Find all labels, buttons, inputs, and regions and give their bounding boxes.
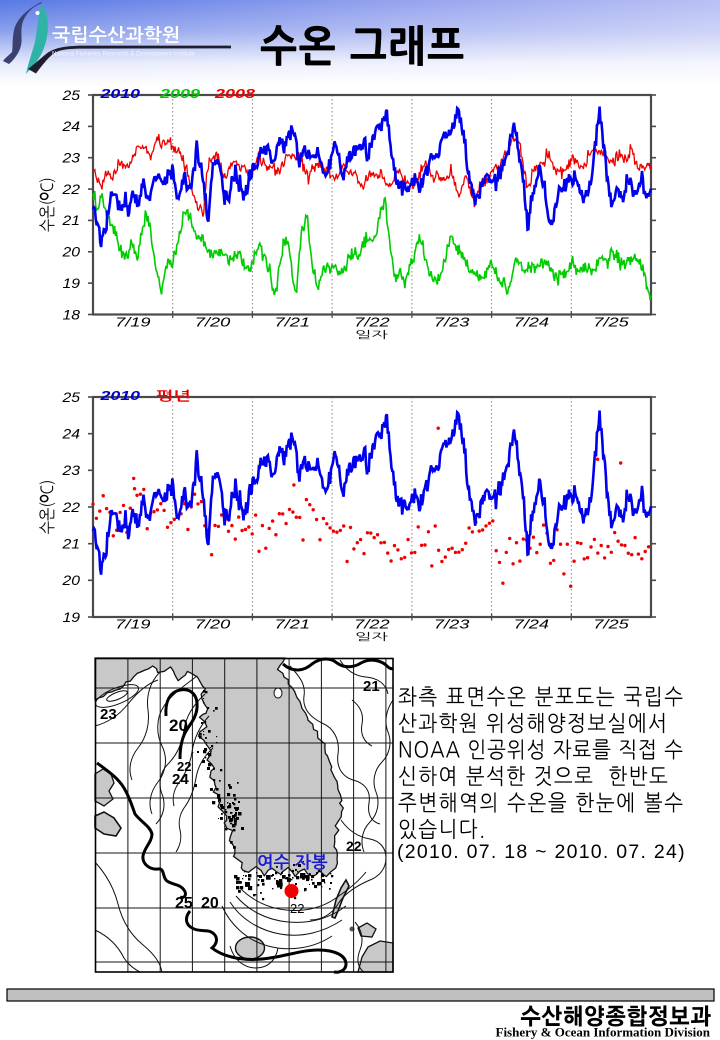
svg-text:7/24: 7/24 bbox=[514, 616, 550, 631]
svg-text:2008: 2008 bbox=[214, 86, 256, 101]
svg-text:24: 24 bbox=[61, 427, 80, 442]
svg-text:7/21: 7/21 bbox=[275, 616, 311, 631]
svg-text:23: 23 bbox=[61, 463, 80, 478]
svg-text:7/23: 7/23 bbox=[434, 314, 471, 329]
svg-text:21: 21 bbox=[61, 213, 80, 228]
svg-text:25: 25 bbox=[61, 390, 80, 405]
svg-text:19: 19 bbox=[63, 276, 81, 291]
svg-text:7/19: 7/19 bbox=[115, 616, 151, 631]
svg-text:7/20: 7/20 bbox=[195, 616, 232, 631]
svg-text:Fishery & Ocean Information Di: Fishery & Ocean Information Division bbox=[496, 1025, 711, 1040]
svg-text:23: 23 bbox=[61, 151, 80, 166]
svg-text:7/25: 7/25 bbox=[593, 314, 630, 329]
svg-text:2009: 2009 bbox=[159, 86, 201, 101]
svg-text:20: 20 bbox=[169, 716, 188, 735]
svg-text:24: 24 bbox=[172, 771, 189, 788]
svg-text:7/21: 7/21 bbox=[275, 314, 311, 329]
svg-text:National Fisheries Research &: National Fisheries Research & Developmen… bbox=[52, 51, 196, 58]
svg-text:7/19: 7/19 bbox=[115, 314, 151, 329]
svg-text:20: 20 bbox=[61, 245, 80, 260]
svg-text:2010: 2010 bbox=[99, 388, 141, 403]
svg-text:22: 22 bbox=[61, 182, 80, 197]
svg-text:23: 23 bbox=[100, 706, 117, 723]
svg-text:25: 25 bbox=[175, 895, 193, 912]
svg-text:7/20: 7/20 bbox=[195, 314, 232, 329]
svg-text:20: 20 bbox=[61, 573, 80, 588]
svg-text:19: 19 bbox=[63, 610, 81, 625]
svg-text:22: 22 bbox=[346, 838, 362, 854]
svg-text:(2010. 07. 18 ~ 2010. 07. 24): (2010. 07. 18 ~ 2010. 07. 24) bbox=[397, 841, 686, 863]
svg-text:22: 22 bbox=[177, 759, 191, 774]
svg-text:21: 21 bbox=[61, 537, 80, 552]
svg-text:22: 22 bbox=[61, 500, 80, 515]
svg-text:20: 20 bbox=[201, 895, 219, 912]
svg-text:7/25: 7/25 bbox=[593, 616, 630, 631]
svg-text:24: 24 bbox=[61, 119, 80, 134]
svg-text:7/22: 7/22 bbox=[354, 314, 391, 329]
svg-text:18: 18 bbox=[63, 307, 81, 322]
svg-text:2010: 2010 bbox=[99, 86, 141, 101]
svg-text:7/22: 7/22 bbox=[354, 616, 391, 631]
svg-text:21: 21 bbox=[363, 678, 380, 695]
svg-text:22: 22 bbox=[290, 901, 304, 916]
svg-text:7/24: 7/24 bbox=[514, 314, 550, 329]
svg-text:7/23: 7/23 bbox=[434, 616, 471, 631]
svg-text:25: 25 bbox=[61, 88, 80, 103]
